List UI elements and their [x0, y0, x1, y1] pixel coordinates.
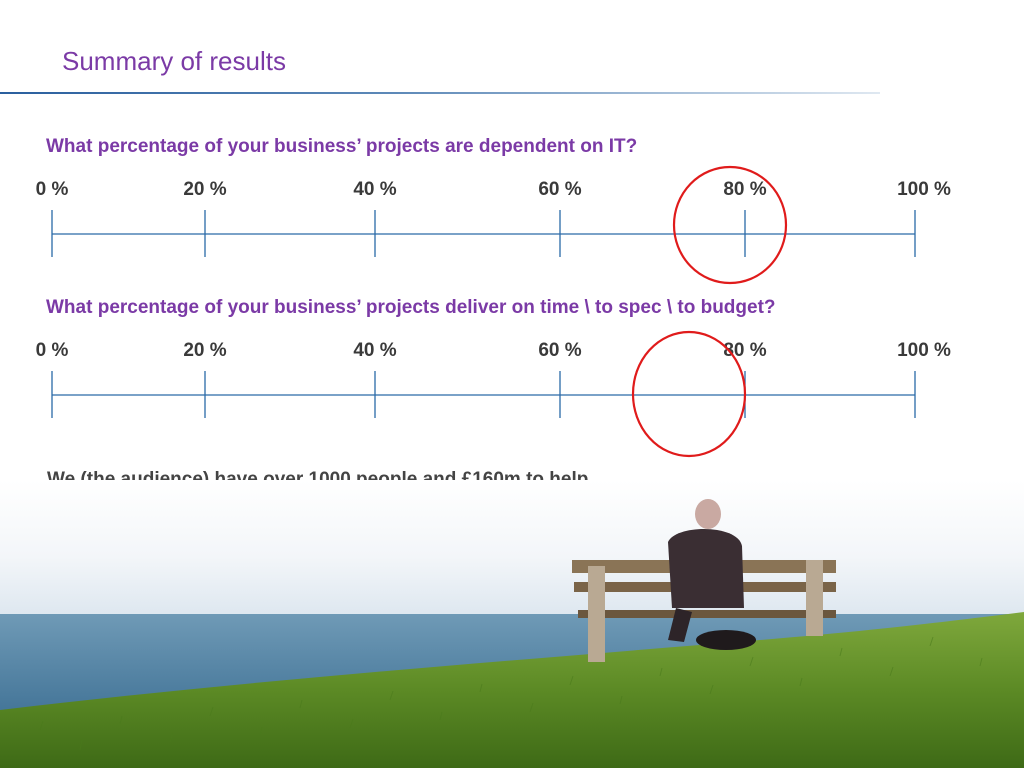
scale-2-line — [51, 330, 916, 458]
grass-texture — [39, 636, 983, 751]
scale-1-line — [51, 165, 916, 285]
answer-marker-circle — [631, 330, 747, 458]
tick-label: 100 % — [897, 340, 951, 361]
sky — [0, 480, 1024, 620]
person-on-bench-by-sea-icon — [0, 480, 1024, 768]
tick-label: 100 % — [897, 179, 951, 200]
person — [668, 499, 756, 650]
tick-label: 60 % — [538, 340, 582, 361]
tick-label: 0 % — [35, 179, 69, 200]
tick-label: 60 % — [538, 179, 582, 200]
grass-hill — [0, 612, 1024, 768]
tick-label: 40 % — [353, 179, 397, 200]
scale-question-1: What percentage of your business’ projec… — [46, 136, 638, 157]
tick-label: 0 % — [35, 340, 69, 361]
title-divider — [0, 92, 880, 94]
tick-label: 20 % — [183, 179, 227, 200]
slide-title: Summary of results — [62, 46, 286, 76]
scale-question-2: What percentage of your business’ projec… — [46, 297, 776, 318]
tick-label: 80 % — [723, 179, 767, 200]
tick-label: 40 % — [353, 340, 397, 361]
tick-label: 20 % — [183, 340, 227, 361]
answer-marker-circle — [672, 165, 788, 285]
